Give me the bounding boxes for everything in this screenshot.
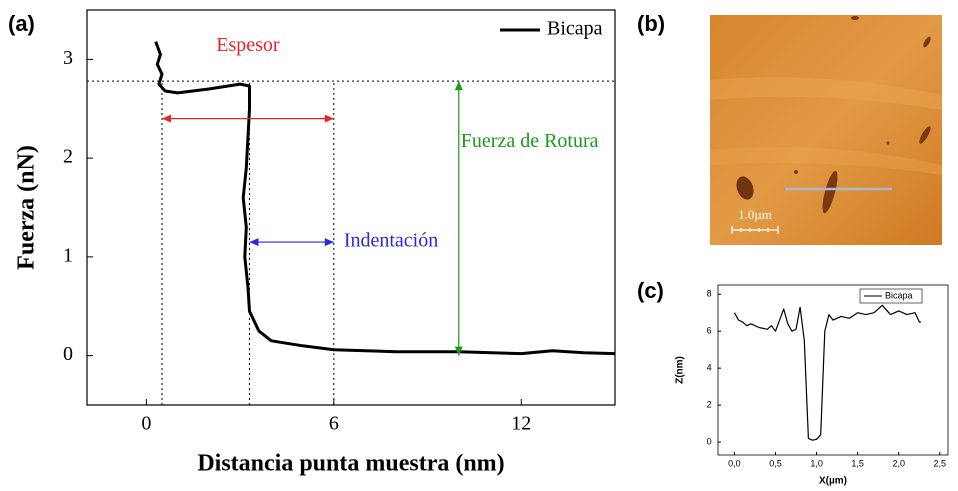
- annotation-label: Fuerza de Rotura: [461, 130, 599, 152]
- afm-image: 1.0µm (b): [637, 11, 942, 245]
- x-tick-label: 0,5: [769, 458, 782, 468]
- y-tick-label: 8: [707, 289, 712, 299]
- y-tick-label: 2: [707, 399, 712, 409]
- plot-frame: [87, 10, 615, 405]
- defect: [887, 142, 890, 145]
- y-tick-label: 4: [707, 363, 712, 373]
- x-tick-label: 2,0: [892, 458, 905, 468]
- y-tick-label: 0: [707, 436, 712, 446]
- y-tick-label: 0: [63, 343, 73, 365]
- defect: [794, 170, 798, 174]
- defect: [851, 16, 859, 20]
- figure: 1.0µm (b) 06120123Distancia punta muestr…: [0, 0, 958, 491]
- panel-label: (b): [637, 11, 665, 36]
- x-axis-label: Distancia punta muestra (nm): [197, 451, 504, 477]
- x-tick-label: 0: [141, 413, 151, 435]
- y-tick-label: 3: [63, 47, 73, 69]
- annotation-label: Espesor: [216, 34, 280, 56]
- y-axis-label: Z(nm): [675, 356, 686, 384]
- x-tick-label: 2,5: [934, 458, 947, 468]
- arrow-head: [325, 238, 334, 246]
- data-line: [156, 42, 615, 354]
- x-axis-label: X(µm): [819, 476, 847, 487]
- arrow-head: [162, 115, 171, 123]
- y-tick-label: 1: [63, 244, 73, 266]
- data-line: [734, 305, 921, 440]
- panel-label: (a): [8, 11, 35, 36]
- arrow-head: [325, 115, 334, 123]
- plot-frame: [718, 285, 948, 455]
- x-tick-label: 1,5: [851, 458, 864, 468]
- arrow-head: [455, 81, 463, 90]
- x-tick-label: 0,0: [728, 458, 741, 468]
- legend-label: Bicapa: [885, 290, 913, 300]
- arrow-head: [249, 238, 258, 246]
- panel-label: (c): [637, 278, 664, 303]
- page: {"chart_data": [ {"type": "line", "label…: [0, 0, 958, 491]
- x-tick-label: 1,0: [810, 458, 823, 468]
- x-tick-label: 6: [329, 413, 339, 435]
- x-tick-label: 12: [511, 413, 531, 435]
- y-axis-label: Fuerza (nN): [14, 145, 40, 270]
- scale-bar-label: 1.0µm: [738, 207, 772, 222]
- y-tick-label: 2: [63, 146, 73, 168]
- annotation-label: Indentación: [344, 230, 438, 252]
- y-tick-label: 6: [707, 326, 712, 336]
- legend-label: Bicapa: [547, 18, 603, 40]
